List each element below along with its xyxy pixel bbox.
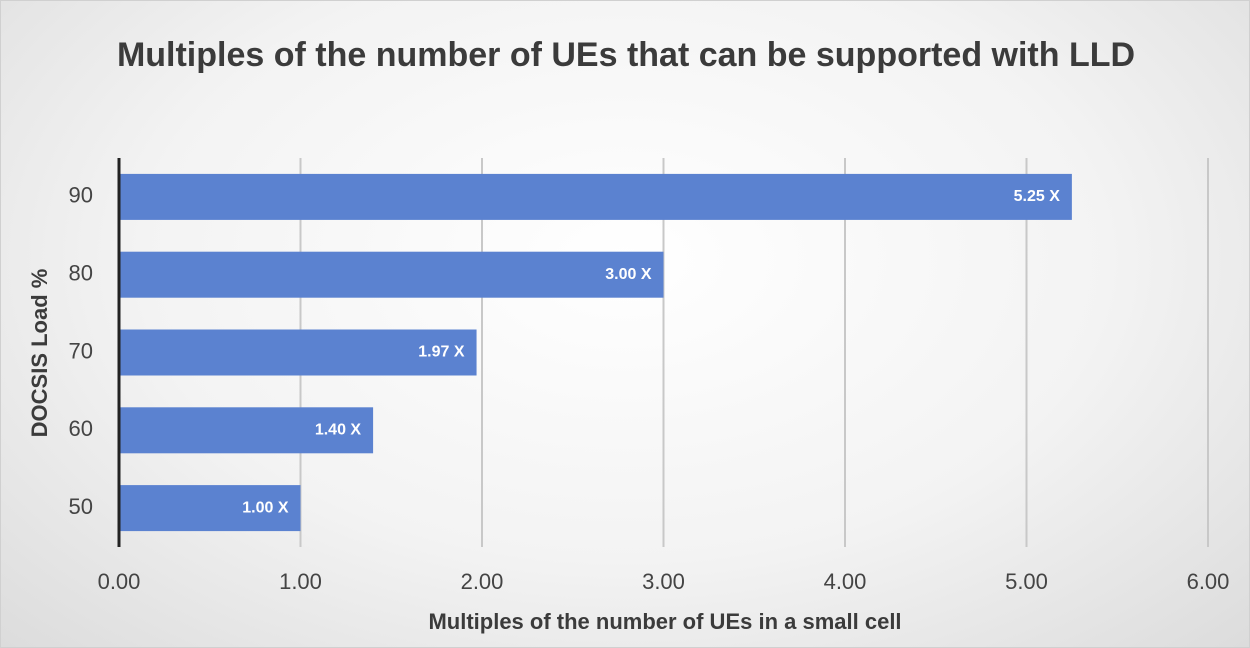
chart-title: Multiples of the number of UEs that can … — [116, 36, 1136, 74]
x-axis-title: Multiples of the number of UEs in a smal… — [428, 609, 901, 634]
data-label: 5.25 X — [1014, 188, 1061, 205]
x-tick-label: 5.00 — [1005, 569, 1048, 594]
x-tick-label: 0.00 — [98, 569, 141, 594]
x-tick-label: 1.00 — [279, 569, 322, 594]
bar — [119, 173, 1072, 220]
data-label: 3.00 X — [605, 266, 652, 283]
y-tick-label: 50 — [69, 494, 93, 519]
y-tick-label: 80 — [69, 261, 93, 286]
bar — [119, 251, 664, 298]
y-tick-label: 90 — [69, 183, 93, 208]
x-tick-label: 6.00 — [1187, 569, 1230, 594]
bar — [119, 485, 301, 532]
x-tick-label: 2.00 — [461, 569, 504, 594]
data-label: 1.97 X — [418, 344, 465, 361]
y-tick-label: 60 — [69, 416, 93, 441]
x-tick-label: 4.00 — [824, 569, 867, 594]
data-label: 1.00 X — [242, 499, 289, 516]
x-tick-label: 3.00 — [642, 569, 685, 594]
data-label: 1.40 X — [315, 422, 362, 439]
y-tick-label: 70 — [69, 338, 93, 363]
bar — [119, 407, 374, 454]
y-axis-title: DOCSIS Load % — [27, 269, 52, 438]
bar — [119, 329, 477, 376]
